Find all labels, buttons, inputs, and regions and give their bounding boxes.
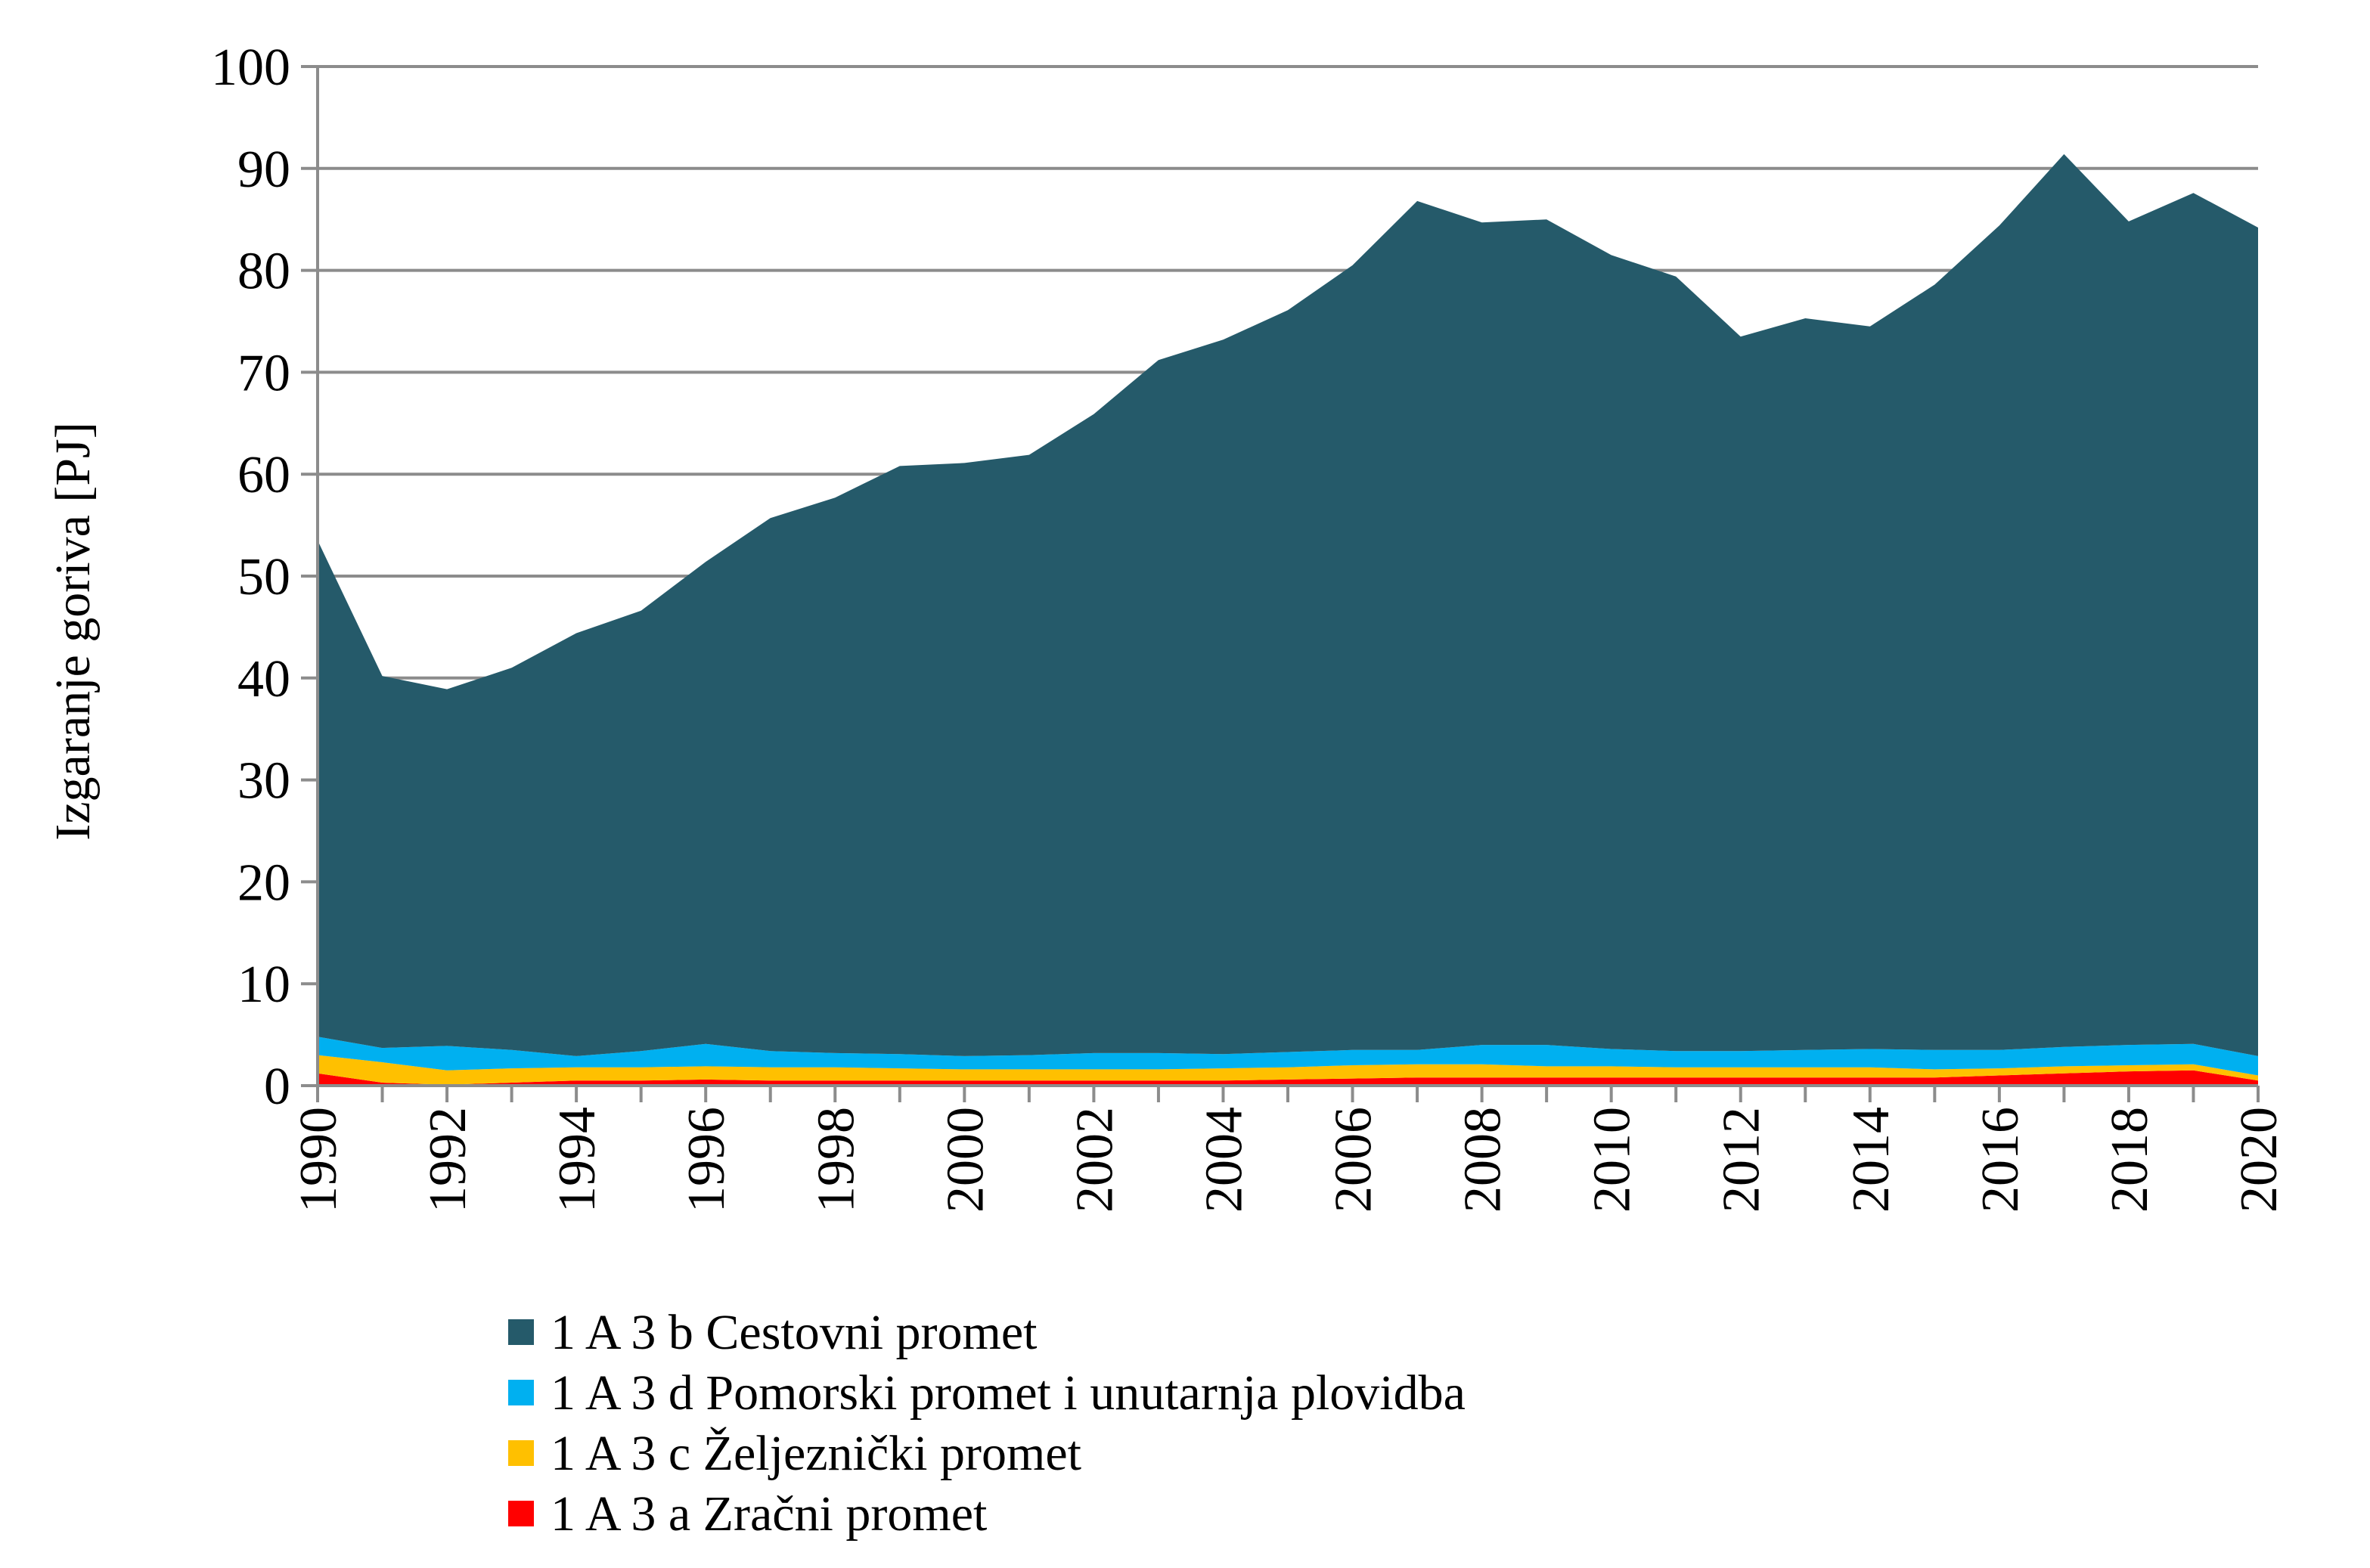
x-tick-label-1998: 1998 xyxy=(807,1107,865,1213)
legend-swatch-1-a-3-d-pomorski-promet-i-unutarnja-plovidba xyxy=(508,1380,534,1405)
y-tick-label-90: 90 xyxy=(237,141,290,199)
y-tick-label-20: 20 xyxy=(237,854,290,912)
axes xyxy=(301,65,2260,1102)
area-1-a-3-c-zeljeznicki-promet xyxy=(318,1055,2258,1085)
y-tick-label-50: 50 xyxy=(237,548,290,606)
x-tick-label-2014: 2014 xyxy=(1842,1107,1900,1213)
y-tick-labels: 0 10 20 30 40 50 60 70 80 90 100 xyxy=(211,39,290,1116)
x-tick-label-2016: 2016 xyxy=(1971,1107,2030,1213)
y-tick-label-40: 40 xyxy=(237,650,290,708)
legend-label-1-a-3-a-zracni-promet: 1 A 3 a Zračni promet xyxy=(551,1486,987,1542)
x-tick-label-2008: 2008 xyxy=(1454,1107,1512,1213)
legend-swatch-1-a-3-b-cestovni-promet xyxy=(508,1319,534,1345)
area-1-a-3-d-pomorski-promet-i-unutarnja-plovidba xyxy=(318,1037,2258,1076)
x-tick-label-2012: 2012 xyxy=(1713,1107,1771,1213)
y-tick-label-80: 80 xyxy=(237,243,290,301)
x-tick-label-2018: 2018 xyxy=(2101,1107,2159,1213)
legend-label-1-a-3-c-zeljeznicki-promet: 1 A 3 c Željeznički promet xyxy=(551,1426,1081,1481)
x-tick-label-2010: 2010 xyxy=(1584,1107,1642,1213)
x-tick-label-2006: 2006 xyxy=(1325,1107,1383,1213)
y-tick-label-100: 100 xyxy=(211,39,290,97)
area-series xyxy=(318,153,2258,1086)
x-tick-label-2004: 2004 xyxy=(1196,1107,1254,1213)
x-tick-label-2000: 2000 xyxy=(936,1107,994,1213)
x-tick-labels: 1990 1992 1994 1996 1998 2000 2002 2004 2006 2008… xyxy=(290,1107,2288,1213)
x-tick-label-2002: 2002 xyxy=(1066,1107,1124,1213)
x-tick-label-1992: 1992 xyxy=(419,1107,477,1213)
y-tick-label-0: 0 xyxy=(264,1058,290,1116)
x-tick-label-2020: 2020 xyxy=(2230,1107,2288,1213)
x-tick-label-1996: 1996 xyxy=(678,1107,736,1213)
legend-label-1-a-3-d-pomorski-promet-i-unutarnja-plovidba: 1 A 3 d Pomorski promet i unutarnja plov… xyxy=(551,1365,1466,1421)
y-axis-label: Izgaranje goriva [PJ] xyxy=(45,422,101,840)
area-1-a-3-a-zracni-promet xyxy=(318,1070,2258,1086)
legend-label-1-a-3-b-cestovni-promet: 1 A 3 b Cestovni promet xyxy=(551,1305,1038,1360)
y-tick-label-30: 30 xyxy=(237,752,290,810)
legend-swatch-1-a-3-a-zracni-promet xyxy=(508,1501,534,1526)
y-tick-label-60: 60 xyxy=(237,446,290,504)
x-tick-label-1990: 1990 xyxy=(290,1107,348,1213)
legend-swatch-1-a-3-c-zeljeznicki-promet xyxy=(508,1440,534,1466)
y-tick-label-10: 10 xyxy=(237,956,290,1014)
x-tick-label-1994: 1994 xyxy=(548,1107,606,1213)
area-1-a-3-b-cestovni-promet xyxy=(318,153,2258,1056)
y-tick-label-70: 70 xyxy=(237,344,290,402)
